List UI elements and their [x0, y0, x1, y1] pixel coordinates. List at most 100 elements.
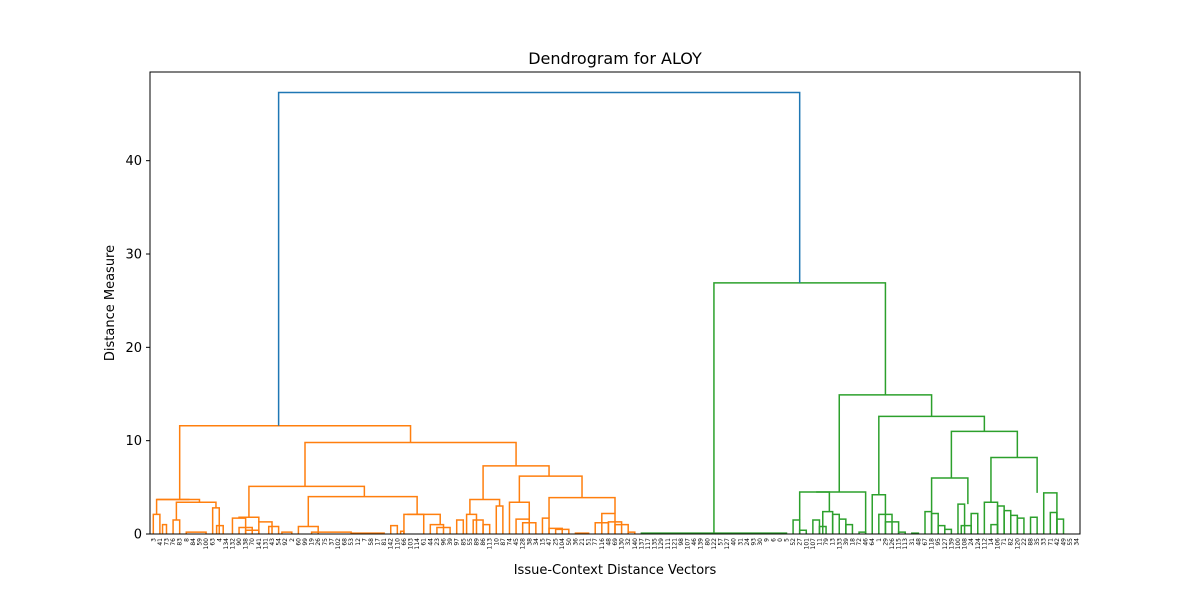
- leaf-label: 14: [988, 538, 995, 546]
- leaf-label: 45: [513, 538, 520, 546]
- dendrogram-link-49: [178, 424, 412, 500]
- leaf-label: 25: [553, 538, 560, 546]
- dendrogram-link-68: [930, 512, 939, 534]
- leaf-label: 122: [711, 538, 718, 550]
- leaf-label: 127: [724, 538, 731, 550]
- leaf-label: 6: [770, 538, 777, 542]
- dendrogram-link-14: [281, 531, 293, 534]
- dendrogram-link-56: [831, 513, 841, 534]
- dendrogram-link-42: [607, 521, 623, 534]
- dendrogram-link-72: [960, 524, 972, 534]
- dendrogram-link-35: [521, 522, 537, 534]
- dendrogram-link-28: [465, 513, 478, 534]
- leaf-label: 36: [572, 538, 579, 546]
- leaf-label: 88: [1028, 538, 1035, 546]
- leaf-label: 24: [968, 538, 975, 546]
- leaf-label: 139: [948, 538, 955, 550]
- leaf-label: 39: [447, 538, 454, 546]
- dendrogram-link-3: [185, 531, 207, 534]
- leaf-label: 30: [757, 538, 764, 546]
- leaf-label: 102: [335, 538, 342, 550]
- leaf-label: 111: [665, 538, 672, 550]
- dendrogram-link-34: [515, 518, 531, 534]
- leaf-label: 53: [348, 538, 355, 546]
- leaf-label: 72: [856, 538, 863, 546]
- leaf-label: 107: [685, 538, 692, 550]
- dendrogram-link-23: [436, 526, 451, 534]
- leaf-label: 11: [816, 538, 823, 546]
- leaf-label: 77: [592, 538, 599, 546]
- y-axis-ticks: 0 10 20 30 40: [125, 154, 150, 543]
- leaf-label: 54: [276, 538, 283, 546]
- x-axis-label: Issue-Context Distance Vectors: [514, 563, 717, 578]
- leaf-label: 113: [902, 538, 909, 550]
- leaf-label: 52: [790, 538, 797, 546]
- leaf-label: 12: [355, 538, 362, 546]
- leaf-label: 15: [539, 538, 546, 546]
- leaf-label: 126: [889, 538, 896, 550]
- leaf-label: 74: [506, 538, 513, 546]
- dendrogram-link-48: [304, 441, 517, 487]
- dendrogram-link-24: [407, 513, 441, 525]
- dendrogram-link-33: [508, 501, 531, 534]
- leaf-label: 48: [915, 538, 922, 546]
- leaf-label: 57: [718, 538, 725, 546]
- dendrogram-link-45: [548, 496, 616, 519]
- dendrogram-link-46: [518, 475, 583, 503]
- dendrogram-link-43: [614, 523, 629, 534]
- leaf-label: 100: [955, 538, 962, 550]
- leaf-label: 140: [632, 538, 639, 550]
- y-axis-label: Distance Measure: [103, 245, 118, 361]
- dendrogram-link-81: [1029, 516, 1038, 534]
- leaf-label: 129: [658, 538, 665, 550]
- leaf-label: 113: [487, 538, 494, 550]
- dendrogram-link-74: [930, 477, 969, 512]
- leaf-label: 43: [269, 538, 276, 546]
- leaf-label: 5: [783, 538, 790, 542]
- dendrogram-link-0: [152, 513, 161, 534]
- dendrogram-link-25: [307, 495, 418, 527]
- dendrogram-links: [152, 91, 1065, 534]
- dendrogram-link-55: [822, 510, 834, 534]
- leaf-label: 141: [256, 538, 263, 550]
- dendrogram-link-44: [627, 531, 636, 534]
- leaf-label: 101: [803, 538, 810, 550]
- dendrogram-link-2: [172, 519, 181, 534]
- dendrogram-link-58: [845, 523, 854, 534]
- leaf-label: 97: [454, 538, 461, 546]
- dendrogram-link-65: [897, 531, 906, 534]
- leaf-label: 55: [1067, 538, 1074, 546]
- dendrogram-link-13: [267, 525, 280, 534]
- dendrogram-link-70: [944, 528, 953, 534]
- dendrogram-link-26: [248, 485, 366, 518]
- leaf-label: 64: [869, 538, 876, 546]
- leaf-label: 75: [322, 538, 329, 546]
- leaf-label: 13: [830, 538, 837, 546]
- leaf-label: 79: [823, 538, 830, 546]
- leaf-label: 133: [836, 538, 843, 550]
- dendrogram-link-73: [970, 512, 979, 534]
- leaf-label: 131: [262, 538, 269, 550]
- leaf-label: 142: [388, 538, 395, 550]
- leaf-label: 51: [586, 538, 593, 546]
- dendrogram-link-80: [1016, 517, 1025, 534]
- leaf-label: 37: [328, 538, 335, 546]
- leaf-label: 41: [157, 538, 164, 546]
- leaf-label: 99: [302, 538, 309, 546]
- leaf-label: 92: [282, 538, 289, 546]
- leaf-label: 110: [394, 538, 401, 550]
- y-tick-label-2: 20: [125, 341, 142, 356]
- y-tick-label-0: 0: [134, 528, 142, 543]
- leaf-label: 95: [935, 538, 942, 546]
- leaf-label: 47: [546, 538, 553, 546]
- dendrogram-link-60: [798, 491, 831, 520]
- leaf-label: 114: [414, 538, 421, 550]
- leaf-label: 59: [196, 538, 203, 546]
- dendrogram-link-83: [1049, 511, 1058, 534]
- dendrogram-link-32: [469, 498, 501, 515]
- leaf-label: 124: [975, 538, 982, 550]
- leaf-label: 68: [342, 538, 349, 546]
- dendrogram-link-12: [258, 521, 273, 534]
- leaf-label: 42: [1054, 538, 1061, 546]
- dendrogram-link-7: [175, 501, 217, 520]
